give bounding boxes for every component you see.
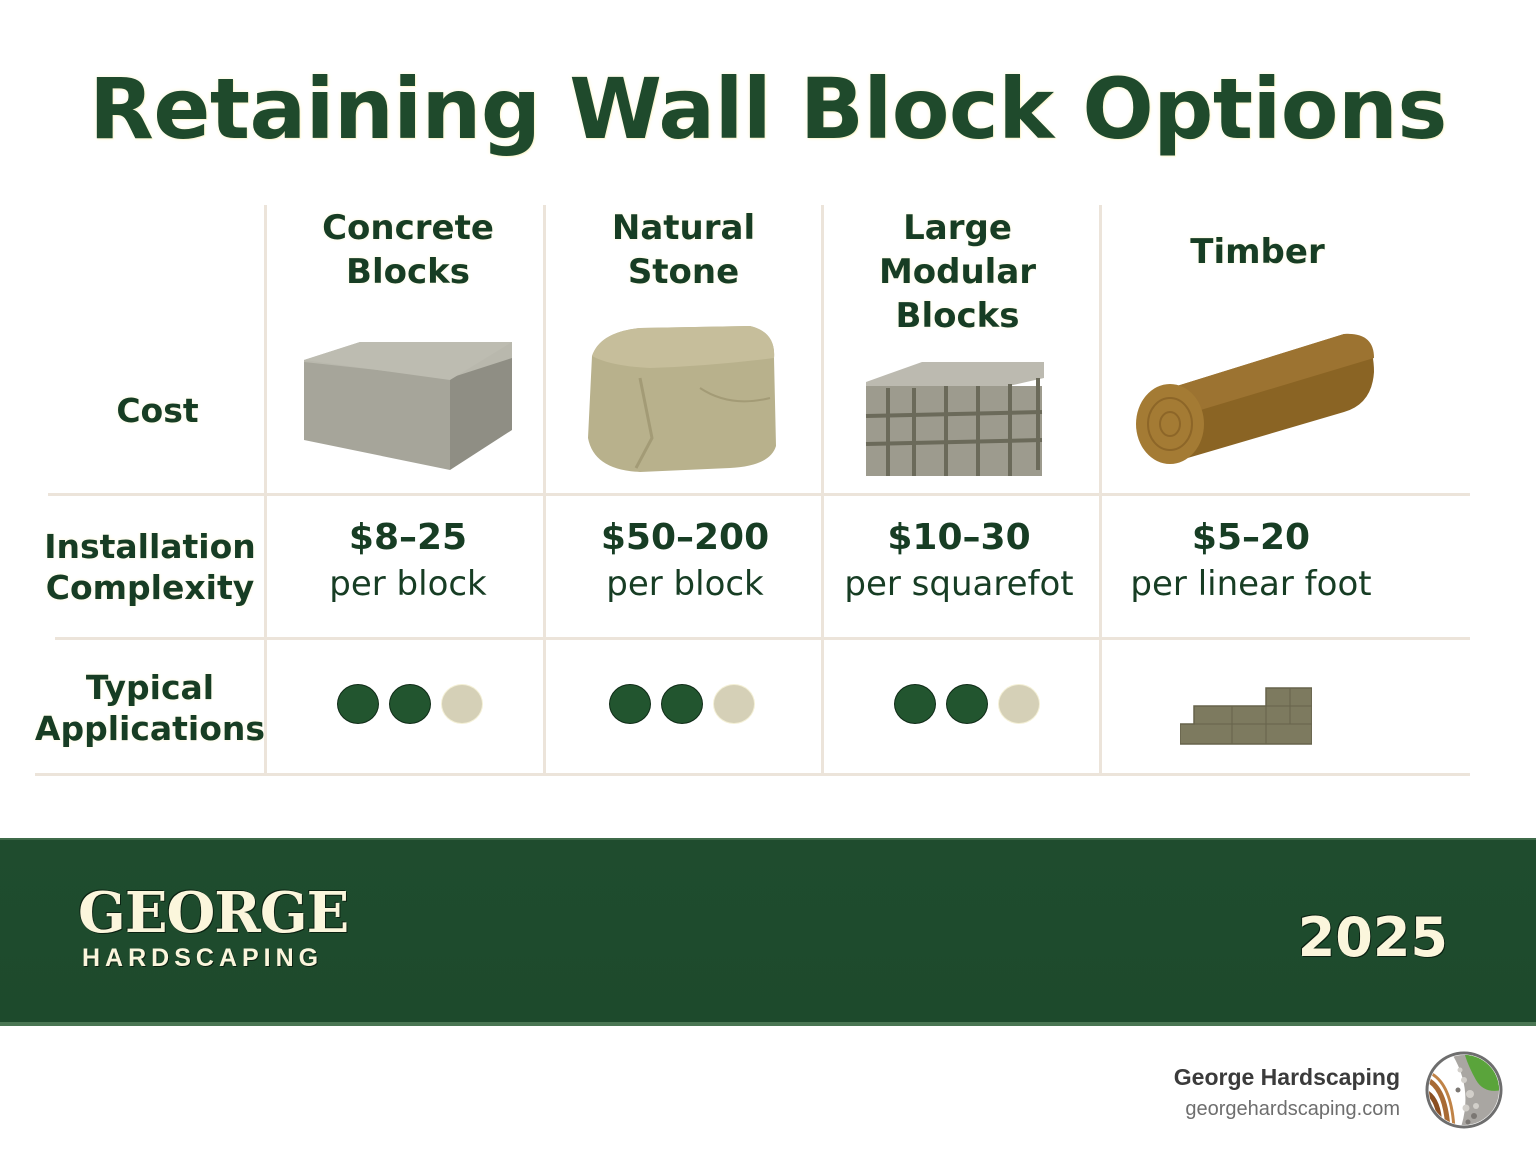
price-concrete-blocks: $8–25 per block: [268, 515, 548, 607]
row-label-text: Typical: [85, 668, 215, 707]
rating-natural-stone: [609, 684, 755, 724]
row-label-cost: Cost: [40, 390, 275, 431]
price-timber: $5–20 per linear foot: [1110, 515, 1392, 607]
grid-divider: [55, 637, 1470, 640]
header-line: Concrete: [322, 208, 494, 248]
rating-dot-empty: [441, 684, 483, 724]
price-large-modular-blocks: $10–30 per squarefot: [820, 515, 1098, 607]
price-natural-stone: $50–200 per block: [546, 515, 824, 607]
company-logo-icon: [1425, 1051, 1503, 1129]
header-line: Blocks: [895, 296, 1020, 336]
brand-name: GEORGE: [78, 880, 349, 946]
column-header-concrete-blocks: Concrete Blocks: [268, 206, 548, 294]
rating-dot-filled: [946, 684, 988, 724]
header-line: Natural: [611, 208, 756, 248]
natural-stone-image: [588, 326, 776, 472]
year-label: 2025: [1297, 906, 1448, 969]
rating-dot-empty: [998, 684, 1040, 724]
footer-website-link[interactable]: georgehardscaping.com: [1185, 1098, 1400, 1120]
row-label-typical-applications: Typical Applications: [30, 667, 270, 749]
price-amount: $8–25: [348, 517, 468, 558]
rating-dot-filled: [661, 684, 703, 724]
price-unit: per linear foot: [1130, 564, 1372, 604]
grid-divider: [1099, 205, 1102, 775]
price-amount: $5–20: [1191, 517, 1311, 558]
price-amount: $10–30: [887, 517, 1031, 558]
column-header-natural-stone: Natural Stone: [546, 206, 821, 294]
price-unit: per squarefot: [844, 564, 1074, 604]
footer-company-name: George Hardscaping: [1173, 1064, 1400, 1090]
header-line: Blocks: [346, 252, 470, 292]
row-label-text: Applications: [34, 709, 266, 748]
column-header-large-modular-blocks: Large Modular Blocks: [820, 206, 1095, 338]
grid-divider: [821, 205, 824, 775]
modular-block-image: [865, 362, 1044, 476]
header-line: Stone: [627, 252, 740, 292]
header-line: Large: [903, 208, 1012, 248]
grid-divider: [48, 493, 1470, 496]
grid-divider: [264, 205, 267, 775]
price-unit: per block: [606, 564, 764, 604]
price-amount: $50–200: [600, 517, 770, 558]
row-label-installation-complexity: Installation Complexity: [30, 526, 270, 608]
column-header-timber: Timber: [1120, 230, 1395, 274]
rating-dot-filled: [389, 684, 431, 724]
header-line: Modular: [878, 252, 1037, 292]
row-label-text: Installation: [44, 527, 256, 566]
price-unit: per block: [329, 564, 487, 604]
concrete-block-image: [304, 342, 512, 470]
grid-divider: [543, 205, 546, 775]
page-title: Retaining Wall Block Options: [89, 60, 1447, 158]
brand-subtitle: HARDSCAPING: [82, 944, 324, 972]
rating-dot-filled: [337, 684, 379, 724]
stepped-wall-icon: [1180, 687, 1312, 745]
rating-dot-filled: [609, 684, 651, 724]
timber-log-image: [1136, 333, 1374, 464]
rating-dot-empty: [713, 684, 755, 724]
header-line: Timber: [1190, 232, 1325, 272]
row-label-text: Cost: [116, 391, 199, 430]
row-label-text: Complexity: [45, 568, 255, 607]
rating-large-modular-blocks: [894, 684, 1040, 724]
rating-concrete-blocks: [337, 684, 483, 724]
brand-banner: GEORGE HARDSCAPING 2025: [0, 838, 1536, 1026]
rating-dot-filled: [894, 684, 936, 724]
grid-divider: [35, 773, 1470, 776]
